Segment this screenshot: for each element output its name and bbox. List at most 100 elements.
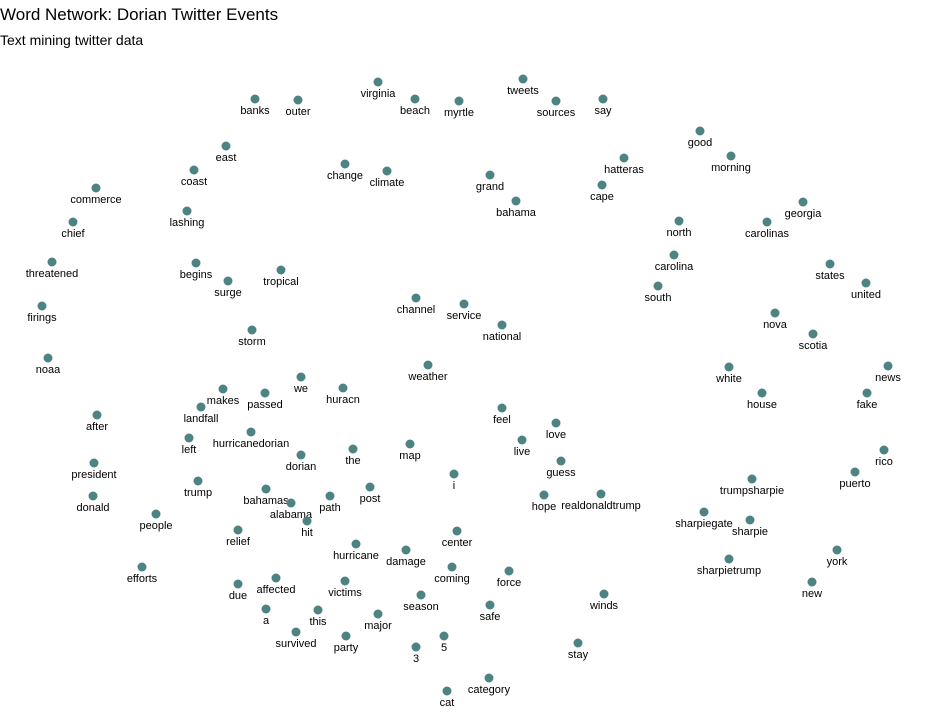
node-point bbox=[439, 631, 449, 641]
network-node: states bbox=[815, 259, 845, 282]
network-node: east bbox=[216, 141, 236, 164]
network-node: feel bbox=[493, 403, 511, 426]
node-point bbox=[196, 402, 206, 412]
network-node: new bbox=[802, 577, 822, 600]
network-node: morning bbox=[711, 151, 751, 174]
node-point bbox=[43, 353, 53, 363]
network-node: trump bbox=[184, 476, 212, 499]
node-label: channel bbox=[397, 304, 436, 316]
network-node: affected bbox=[257, 573, 295, 596]
network-node: fake bbox=[857, 388, 877, 411]
node-label: good bbox=[688, 137, 712, 149]
node-point bbox=[233, 579, 243, 589]
node-point bbox=[551, 418, 561, 428]
node-point bbox=[556, 456, 566, 466]
node-point bbox=[260, 388, 270, 398]
node-label: 3 bbox=[413, 653, 419, 665]
node-point bbox=[261, 484, 271, 494]
node-label: hope bbox=[532, 501, 556, 513]
network-node: force bbox=[497, 566, 521, 589]
node-label: chief bbox=[61, 228, 85, 240]
node-point bbox=[250, 94, 260, 104]
node-point bbox=[653, 281, 663, 291]
node-label: a bbox=[263, 615, 270, 627]
node-point bbox=[223, 276, 233, 286]
node-label: tropical bbox=[263, 276, 298, 288]
node-label: surge bbox=[214, 287, 242, 299]
node-point bbox=[599, 589, 609, 599]
network-node: hurricanedorian bbox=[213, 427, 289, 450]
network-node: category bbox=[468, 673, 511, 696]
network-node: south bbox=[645, 281, 671, 304]
node-point bbox=[850, 467, 860, 477]
node-point bbox=[518, 74, 528, 84]
network-node: after bbox=[86, 410, 108, 433]
network-node: united bbox=[851, 278, 881, 301]
node-label: cat bbox=[440, 697, 455, 709]
node-point bbox=[485, 600, 495, 610]
node-point bbox=[551, 96, 561, 106]
network-node: post bbox=[360, 482, 380, 505]
network-node: coming bbox=[434, 562, 470, 585]
node-label: myrtle bbox=[444, 107, 474, 119]
node-point bbox=[182, 206, 192, 216]
node-point bbox=[382, 166, 392, 176]
node-label: safe bbox=[480, 611, 501, 623]
node-label: bahama bbox=[496, 207, 537, 219]
network-node: season bbox=[403, 590, 439, 613]
network-node: coast bbox=[181, 165, 207, 188]
network-node: house bbox=[747, 388, 777, 411]
node-label: bahamas bbox=[243, 495, 289, 507]
network-node: guess bbox=[546, 456, 576, 479]
node-label: huracn bbox=[326, 394, 360, 406]
network-node: georgia bbox=[785, 197, 823, 220]
node-point bbox=[191, 258, 201, 268]
node-label: due bbox=[229, 590, 247, 602]
node-point bbox=[325, 491, 335, 501]
network-node: storm bbox=[238, 325, 266, 348]
network-node: bahamas bbox=[243, 484, 289, 507]
node-label: sharpie bbox=[732, 526, 768, 538]
node-point bbox=[68, 217, 78, 227]
network-node: donald bbox=[76, 491, 110, 514]
network-node: relief bbox=[226, 525, 251, 548]
node-point bbox=[47, 257, 57, 267]
node-point bbox=[88, 491, 98, 501]
node-label: carolina bbox=[655, 261, 694, 273]
node-point bbox=[276, 265, 286, 275]
network-node: white bbox=[715, 362, 742, 385]
network-node: beach bbox=[400, 94, 430, 117]
node-label: georgia bbox=[785, 208, 823, 220]
network-node: good bbox=[688, 126, 712, 149]
node-label: passed bbox=[247, 399, 282, 411]
node-label: house bbox=[747, 399, 777, 411]
node-label: love bbox=[546, 429, 566, 441]
node-point bbox=[151, 509, 161, 519]
node-point bbox=[747, 474, 757, 484]
node-label: hit bbox=[301, 527, 313, 539]
node-label: change bbox=[327, 170, 363, 182]
node-point bbox=[340, 576, 350, 586]
node-label: trumpsharpie bbox=[720, 485, 784, 497]
node-label: left bbox=[182, 444, 197, 456]
network-node: huracn bbox=[326, 383, 360, 406]
node-point bbox=[89, 458, 99, 468]
node-label: donald bbox=[76, 502, 109, 514]
node-label: trump bbox=[184, 487, 212, 499]
node-point bbox=[411, 293, 421, 303]
node-label: alabama bbox=[270, 509, 313, 521]
network-node: cat bbox=[440, 686, 455, 709]
network-node: firings bbox=[27, 301, 57, 324]
chart-subtitle: Text mining twitter data bbox=[0, 32, 144, 48]
node-label: nova bbox=[763, 319, 788, 331]
node-label: this bbox=[309, 616, 327, 628]
network-node: people bbox=[139, 509, 173, 532]
node-label: 5 bbox=[441, 642, 447, 654]
node-label: news bbox=[875, 372, 901, 384]
node-label: coast bbox=[181, 176, 207, 188]
node-label: york bbox=[827, 556, 848, 568]
network-node: damage bbox=[386, 545, 426, 568]
network-node: alabama bbox=[270, 498, 313, 521]
node-label: major bbox=[364, 620, 392, 632]
node-label: beach bbox=[400, 105, 430, 117]
